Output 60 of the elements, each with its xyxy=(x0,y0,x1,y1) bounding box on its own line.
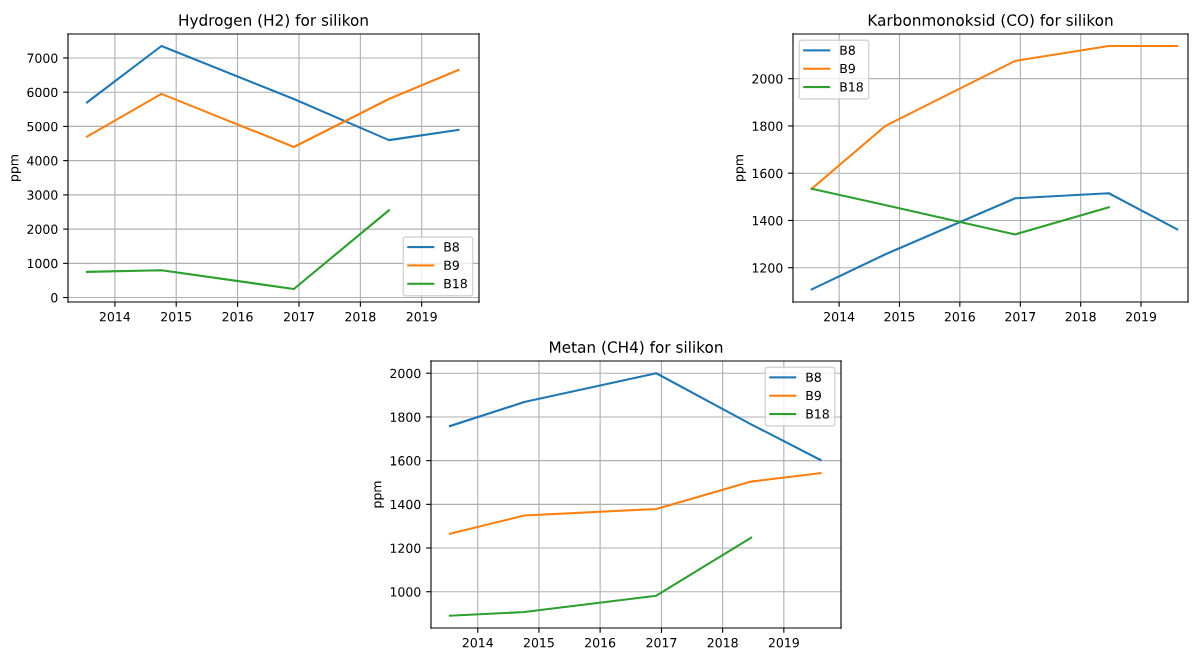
y-tick-label: 1000 xyxy=(27,258,58,269)
legend-label: B8 xyxy=(444,242,459,252)
y-tick-label: 0 xyxy=(51,293,58,303)
x-tick-label: 2017 xyxy=(646,637,677,648)
y-axis-title: ppm xyxy=(374,481,384,508)
legend-label: B18 xyxy=(444,278,467,289)
y-tick-label: 1600 xyxy=(390,456,421,466)
chart-title: Metan (CH4) for silikon xyxy=(550,341,723,355)
line-series xyxy=(85,44,460,142)
x-tick-label: 2018 xyxy=(707,637,738,648)
x-tick-label: 2014 xyxy=(462,637,493,648)
y-tick-label: 3000 xyxy=(27,190,58,200)
line-series xyxy=(810,187,1110,236)
legend-label: B8 xyxy=(840,45,855,55)
x-tick-label: 2015 xyxy=(523,637,554,648)
y-tick-label: 1800 xyxy=(752,121,783,131)
x-tick-label: 2019 xyxy=(768,637,799,648)
legend-label: B9 xyxy=(806,390,821,401)
x-tick-label: 2017 xyxy=(1005,311,1036,322)
chart-title: Karbonmonoksid (CO) for silikon xyxy=(868,14,1113,28)
x-tick-label: 2015 xyxy=(884,311,915,322)
y-tick-label: 1000 xyxy=(390,587,421,597)
legend-label: B18 xyxy=(840,82,863,92)
y-tick-label: 4000 xyxy=(27,156,58,166)
y-axis-title: ppm xyxy=(11,155,21,181)
line-series xyxy=(448,536,753,617)
y-tick-label: 1200 xyxy=(390,543,421,553)
line-series xyxy=(85,209,390,291)
legend-label: B9 xyxy=(444,260,459,270)
x-tick-label: 2014 xyxy=(99,311,131,322)
line-series xyxy=(810,192,1179,291)
x-tick-label: 2019 xyxy=(1126,311,1157,322)
x-tick-label: 2016 xyxy=(222,311,253,322)
y-tick-label: 1800 xyxy=(390,412,421,422)
x-tick-label: 2018 xyxy=(345,311,376,322)
legend-label: B18 xyxy=(806,409,829,419)
x-tick-label: 2019 xyxy=(406,311,437,322)
legend-label: B9 xyxy=(840,63,855,74)
y-tick-label: 5000 xyxy=(27,121,58,132)
y-tick-label: 2000 xyxy=(752,74,783,84)
y-tick-label: 1400 xyxy=(752,215,783,226)
line-series xyxy=(448,472,822,535)
y-tick-label: 6000 xyxy=(27,87,58,98)
y-tick-label: 1600 xyxy=(752,168,783,179)
y-tick-label: 1400 xyxy=(390,499,421,510)
x-tick-label: 2016 xyxy=(585,637,616,648)
x-tick-label: 2016 xyxy=(944,311,975,322)
y-tick-label: 2000 xyxy=(27,224,58,235)
line-series xyxy=(810,45,1179,190)
y-tick-label: 1200 xyxy=(752,263,783,273)
legend-label: B8 xyxy=(806,372,821,382)
y-tick-label: 7000 xyxy=(27,53,58,63)
x-tick-label: 2015 xyxy=(161,311,192,322)
y-axis-title: ppm xyxy=(736,155,746,181)
x-tick-label: 2014 xyxy=(824,311,855,322)
y-tick-label: 2000 xyxy=(390,368,421,379)
x-tick-label: 2018 xyxy=(1065,311,1096,322)
x-tick-label: 2017 xyxy=(284,311,314,322)
chart-title: Hydrogen (H2) for silikon xyxy=(179,14,368,29)
line-series xyxy=(85,68,460,148)
